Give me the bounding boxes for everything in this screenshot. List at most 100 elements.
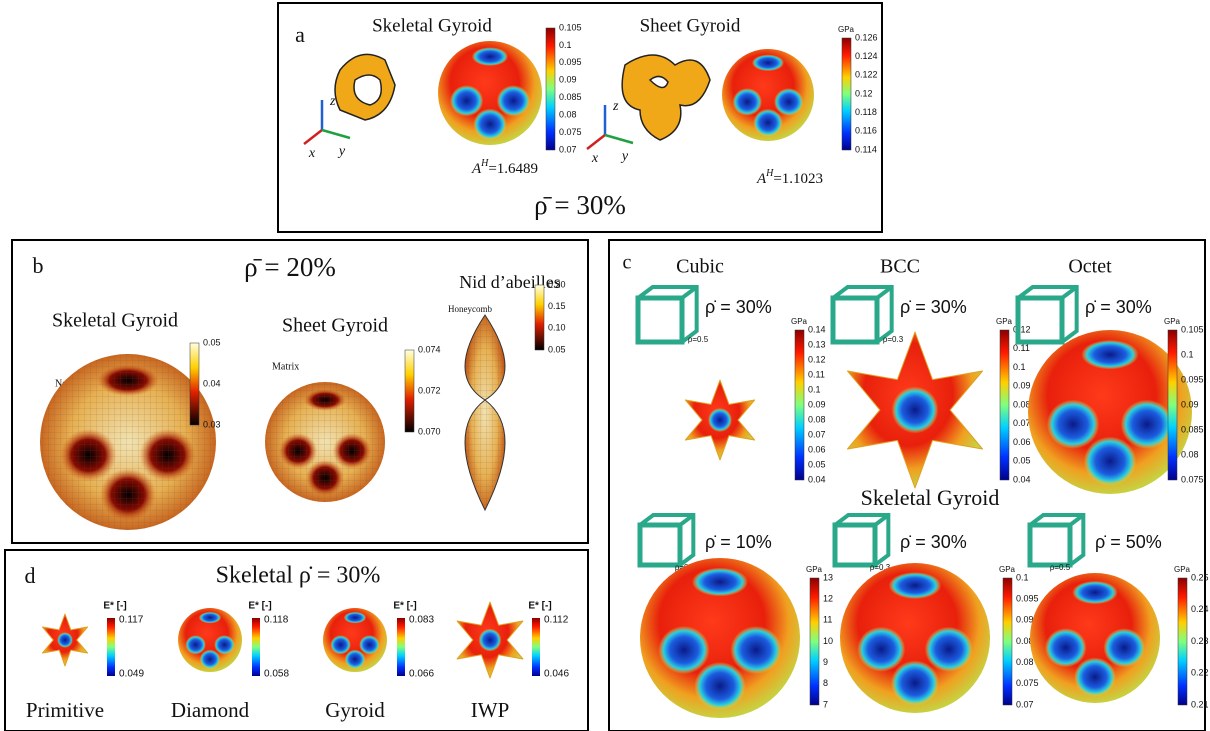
colorbar-tick: 0.074 xyxy=(418,344,441,354)
colorbar xyxy=(397,618,405,676)
panel-label: d xyxy=(25,563,36,588)
colorbar xyxy=(534,284,545,351)
colorbar-tick: 0.14 xyxy=(808,324,826,334)
panel-label: a xyxy=(295,22,305,47)
colorbar-unit: GPa xyxy=(838,25,855,34)
colorbar xyxy=(841,37,852,151)
axis-label: y xyxy=(620,149,629,164)
surface xyxy=(722,49,814,141)
colorbar-tick: 0.09 xyxy=(559,75,577,85)
lattice-icon xyxy=(831,285,894,344)
surface xyxy=(640,558,800,718)
colorbar-tick: 0.24 xyxy=(1191,604,1209,614)
colorbar-tick: 10 xyxy=(823,636,833,646)
inner-label: ρ=0.3 xyxy=(883,335,904,344)
colorbar-unit: GPa xyxy=(806,565,823,574)
colorbar-max: 0.112 xyxy=(544,615,569,626)
surface-spot xyxy=(1120,399,1174,449)
lattice-icon xyxy=(1027,522,1073,568)
colorbar-tick: 0.1 xyxy=(1016,572,1029,582)
colorbar-tick: 0.1 xyxy=(1013,362,1026,372)
colorbar-unit: GPa xyxy=(999,565,1016,574)
surface-spot xyxy=(730,626,782,674)
superscript: H xyxy=(765,168,774,179)
item-name: IWP xyxy=(471,698,510,722)
axis-x xyxy=(303,129,323,145)
surface-spot xyxy=(773,88,804,116)
density: ρ̄ = 20% xyxy=(244,252,336,282)
colorbar xyxy=(999,329,1010,481)
colorbar-tick: 0.21 xyxy=(1191,699,1209,709)
surface-spot xyxy=(1081,339,1139,370)
colorbar-tick: 0.12 xyxy=(855,88,873,98)
colorbar-tick: 0.03 xyxy=(203,419,221,429)
colorbar-tick: 0.12 xyxy=(1013,324,1031,334)
surface-spot xyxy=(1072,580,1118,605)
colorbar-tick: 0.12 xyxy=(808,354,826,364)
lattice-icon xyxy=(1016,285,1079,344)
panel-frame xyxy=(4,549,589,731)
colorbar-tick: 0.09 xyxy=(1181,399,1199,409)
surface-spot xyxy=(692,567,748,597)
surface xyxy=(1028,330,1192,494)
surface-spot xyxy=(891,386,939,434)
inner-label: Honeycomb xyxy=(448,304,492,314)
panel-label: b xyxy=(33,253,44,278)
colorbar-tick: 0.04 xyxy=(203,378,221,388)
colorbar-tick: 0.15 xyxy=(548,301,566,311)
surface-spot xyxy=(214,635,235,655)
colorbar-tick: 0.085 xyxy=(1016,636,1039,646)
surface-spot xyxy=(751,54,785,72)
surface-spot xyxy=(708,408,732,432)
surface-spot xyxy=(449,85,484,117)
anisotropy: AH=1.1023 xyxy=(756,168,823,187)
lattice-icon xyxy=(832,522,878,568)
item-name: Primitive xyxy=(26,698,104,722)
lattice-icon xyxy=(635,295,685,345)
mesh xyxy=(465,315,505,510)
structure-icon xyxy=(621,54,711,141)
mesh xyxy=(40,354,216,530)
colorbar-tick: 0.114 xyxy=(855,144,877,154)
colorbar-tick: 0.20 xyxy=(548,279,566,289)
surface-spot xyxy=(496,85,531,117)
lattice-icon xyxy=(833,513,891,567)
item-title: Skeletal Gyroid xyxy=(372,15,492,36)
colorbar xyxy=(252,618,260,676)
density: ρ̇ = 30% xyxy=(1085,297,1152,317)
colorbar-tick: 0.04 xyxy=(1013,474,1031,484)
axis-y xyxy=(604,133,634,145)
colorbar-tick: 0.11 xyxy=(1013,343,1030,353)
panel-frame xyxy=(608,239,1206,731)
value: =1.1023 xyxy=(773,171,823,187)
colorbar-tick: 0.085 xyxy=(559,92,582,102)
surface xyxy=(1030,573,1160,703)
lattice-icon xyxy=(1015,295,1065,345)
colorbar-tick: 0.1 xyxy=(559,40,572,50)
colorbar-unit: GPa xyxy=(1164,317,1181,326)
mesh xyxy=(265,382,385,502)
colorbar-tick: 0.07 xyxy=(1013,418,1031,428)
surface-spot xyxy=(1046,399,1100,449)
colorbar-tick: 0.22 xyxy=(1191,668,1209,678)
colorbar xyxy=(532,618,540,676)
axis-label: z xyxy=(612,99,619,114)
surface-spot xyxy=(924,626,973,672)
surface-spot xyxy=(1103,628,1146,668)
colorbar-tick: 0.11 xyxy=(808,369,825,379)
surface-spot xyxy=(198,611,222,624)
colorbar-tick: 0.075 xyxy=(559,127,582,137)
colorbar-tick: 0.126 xyxy=(855,32,878,42)
colorbar-tick: 0.05 xyxy=(203,337,221,347)
surface-spot xyxy=(891,660,939,706)
colorbar-tick: 0.13 xyxy=(808,339,826,349)
colorbar-tick: 0.04 xyxy=(808,474,826,484)
surface-spot xyxy=(57,632,73,648)
colorbar-max: 0.117 xyxy=(119,615,144,626)
surface-spot xyxy=(471,47,509,66)
surface xyxy=(438,41,542,145)
colorbar-tick: 0.095 xyxy=(1181,374,1204,384)
colorbar xyxy=(1002,577,1013,706)
colorbar-tick: 0.06 xyxy=(1013,437,1031,447)
colorbar xyxy=(809,577,820,706)
